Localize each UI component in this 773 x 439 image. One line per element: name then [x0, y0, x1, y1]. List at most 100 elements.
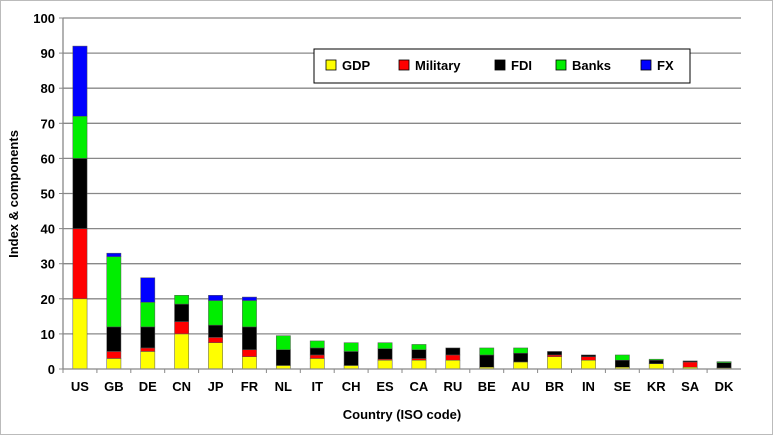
bar-de-banks [140, 302, 156, 328]
bar-us-fx [72, 45, 88, 117]
legend-swatch-military [398, 59, 410, 71]
bar-kr-fdi [648, 359, 664, 364]
bar-de-fx [140, 277, 156, 303]
x-tick-label-it: IT [311, 379, 323, 394]
legend-label-gdp: GDP [342, 58, 371, 73]
bar-be-fdi [479, 354, 495, 368]
bar-de-military [140, 347, 156, 352]
bar-gb-banks [106, 256, 122, 328]
bar-ru-fdi [445, 347, 461, 356]
legend-swatch-fdi [494, 59, 506, 71]
bar-gb-gdp [106, 358, 122, 370]
y-tick-label: 20 [41, 292, 55, 307]
bar-gb-fx [106, 252, 122, 257]
x-tick-label-ru: RU [443, 379, 462, 394]
bar-au-fdi [513, 352, 529, 363]
bar-fr-banks [242, 300, 257, 328]
x-tick-label-br: BR [545, 379, 564, 394]
bar-es-gdp [377, 359, 393, 370]
y-tick-label: 50 [41, 187, 55, 202]
bar-br-fdi [547, 351, 562, 356]
y-tick-label: 10 [41, 327, 55, 342]
x-tick-label-dk: DK [715, 379, 734, 394]
legend-label-fx: FX [657, 58, 674, 73]
bar-cn-banks [174, 295, 190, 305]
bar-br-gdp [547, 356, 562, 370]
bar-ca-gdp [411, 359, 427, 370]
x-tick-label-fr: FR [241, 379, 259, 394]
bar-jp-gdp [208, 342, 223, 370]
bar-au-banks [513, 347, 529, 354]
y-tick-label: 90 [41, 46, 55, 61]
bar-us-military [72, 228, 88, 300]
bar-jp-military [208, 337, 223, 343]
bar-in-gdp [581, 359, 596, 370]
bar-jp-fdi [208, 324, 223, 338]
bar-ca-fdi [411, 349, 427, 359]
x-tick-label-in: IN [582, 379, 595, 394]
x-tick-label-se: SE [614, 379, 632, 394]
bar-fr-military [242, 349, 257, 357]
bar-es-banks [377, 342, 393, 349]
y-tick-label: 40 [41, 222, 55, 237]
bar-us-gdp [72, 298, 88, 370]
bar-in-fdi [581, 354, 596, 357]
bar-kr-banks [648, 358, 664, 361]
bar-it-military [309, 354, 325, 359]
x-tick-label-nl: NL [275, 379, 292, 394]
bar-sa-fdi [682, 360, 698, 363]
x-tick-label-ca: CA [410, 379, 429, 394]
x-tick-label-kr: KR [647, 379, 666, 394]
bar-in-military [581, 356, 596, 361]
x-axis-label: Country (ISO code) [343, 407, 461, 422]
x-tick-label-de: DE [139, 379, 157, 394]
y-tick-label: 60 [41, 151, 55, 166]
bar-fr-fdi [242, 326, 257, 350]
bar-es-fdi [377, 348, 393, 360]
x-tick-label-sa: SA [681, 379, 700, 394]
bar-us-fdi [72, 158, 88, 229]
bar-ch-banks [343, 342, 359, 352]
bar-it-banks [309, 340, 325, 349]
x-tick-label-au: AU [511, 379, 530, 394]
bar-se-banks [614, 354, 630, 361]
legend: GDP Military FDI Banks FX [313, 48, 691, 84]
x-tick-label-gb: GB [104, 379, 124, 394]
legend-swatch-banks [555, 59, 567, 71]
y-tick-label: 100 [33, 11, 55, 26]
x-tick-label-be: BE [478, 379, 496, 394]
bar-be-banks [479, 347, 495, 356]
bar-nl-fdi [275, 349, 291, 366]
y-tick-label: 80 [41, 81, 55, 96]
bar-cn-military [174, 321, 190, 335]
x-tick-label-us: US [71, 379, 89, 394]
legend-swatch-gdp [325, 59, 337, 71]
bar-it-gdp [309, 358, 325, 370]
bar-dk-banks [716, 361, 732, 363]
bar-jp-banks [208, 300, 223, 326]
bar-cn-fdi [174, 303, 190, 322]
bar-ru-gdp [445, 359, 461, 370]
bar-fr-gdp [242, 356, 257, 370]
bar-de-fdi [140, 326, 156, 349]
legend-label-banks: Banks [572, 58, 611, 73]
x-tick-label-es: ES [376, 379, 394, 394]
x-tick-label-jp: JP [208, 379, 224, 394]
legend-swatch-fx [640, 59, 652, 71]
x-tick-label-ch: CH [342, 379, 361, 394]
bar-ca-military [411, 358, 427, 361]
bar-ru-military [445, 354, 461, 361]
bar-fr-fx [242, 296, 257, 301]
bar-dk-fdi [716, 362, 732, 369]
bar-gb-military [106, 351, 122, 359]
legend-label-military: Military [415, 58, 461, 73]
y-tick-label: 70 [41, 116, 55, 131]
y-axis-label: Index & components [6, 130, 21, 258]
legend-label-fdi: FDI [511, 58, 532, 73]
bar-au-gdp [513, 361, 529, 370]
bar-kr-gdp [648, 363, 664, 370]
bar-nl-banks [275, 335, 291, 350]
bar-it-fdi [309, 347, 325, 356]
